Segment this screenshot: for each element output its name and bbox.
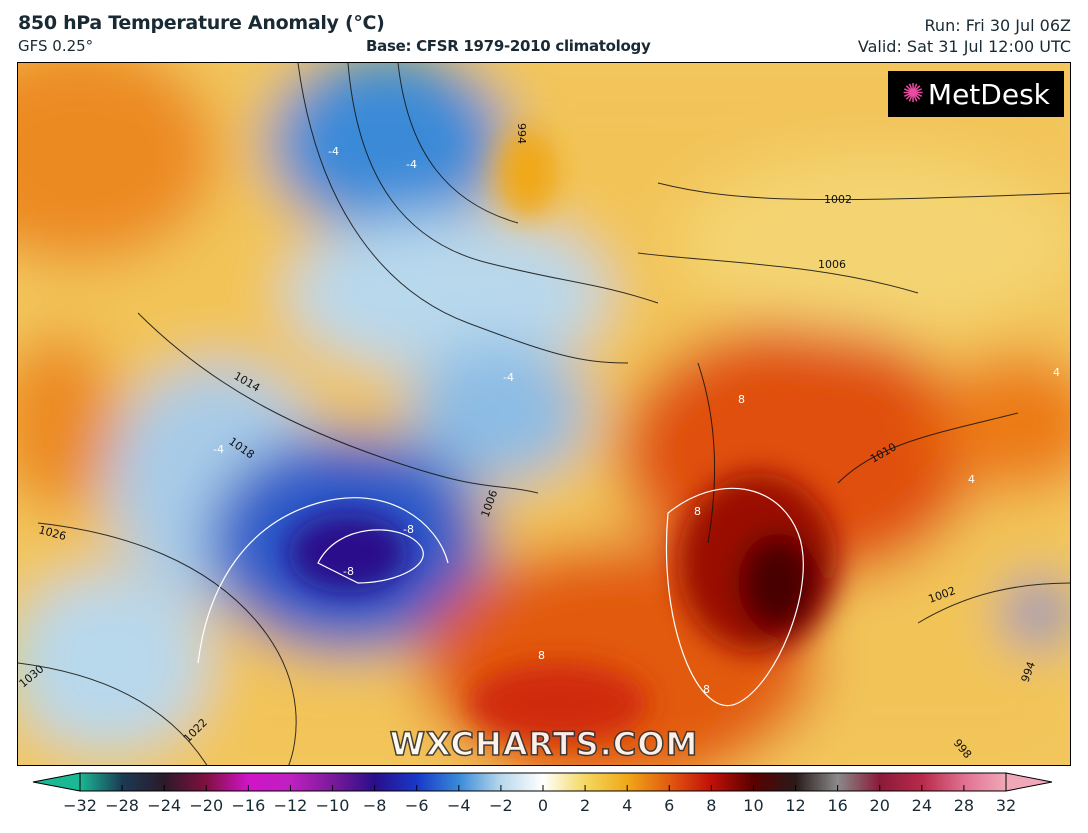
run-time-label: Run: Fri 30 Jul 06Z — [924, 16, 1071, 35]
colorbar-tick-label: 6 — [664, 796, 675, 815]
colorbar-tick-label: −32 — [63, 796, 97, 815]
colorbar-tick-label: 32 — [995, 796, 1017, 815]
colorbar-max-arrow — [1005, 772, 1053, 792]
anomaly-label: 8 — [738, 393, 745, 406]
metdesk-star-icon: ✺ — [902, 79, 924, 109]
anomaly-label: -4 — [503, 371, 514, 384]
anomaly-label: -4 — [213, 443, 224, 456]
anomaly-label: -8 — [343, 565, 354, 578]
colorbar-tick-label: −20 — [189, 796, 224, 815]
colorbar-tick-label: 12 — [785, 796, 806, 815]
model-label: GFS 0.25° — [18, 37, 94, 55]
colorbar-tick-label: −24 — [147, 796, 182, 815]
colorbar-tick-label: 8 — [706, 796, 717, 815]
anomaly-map: 1002 1006 1014 1018 1026 1030 1022 994 1… — [17, 62, 1071, 766]
anomaly-label: -4 — [406, 158, 417, 171]
chart-title: 850 hPa Temperature Anomaly (°C) — [18, 12, 385, 34]
colorbar — [32, 772, 1053, 792]
colorbar-tick-label: −16 — [231, 796, 266, 815]
colorbar-tick-label: −6 — [404, 796, 429, 815]
climatology-base-label: Base: CFSR 1979-2010 climatology — [366, 37, 651, 55]
isobar-lines — [18, 63, 1070, 765]
anomaly-label: 4 — [1053, 366, 1060, 379]
colorbar-min-arrow — [32, 772, 81, 792]
anomaly-label: 8 — [538, 649, 545, 662]
colorbar-tick-label: −28 — [105, 796, 139, 815]
anomaly-label: -4 — [328, 145, 339, 158]
anomaly-field: 1002 1006 1014 1018 1026 1030 1022 994 1… — [18, 63, 1070, 765]
metdesk-logo: ✺ MetDesk — [888, 71, 1064, 117]
colorbar-tick-label: 28 — [953, 796, 975, 815]
anomaly-label: 4 — [968, 473, 975, 486]
colorbar-tick-label: 2 — [579, 796, 591, 815]
anomaly-label: -8 — [403, 523, 414, 536]
colorbar-tick-label: −10 — [315, 796, 350, 815]
colorbar-tick-label: 20 — [869, 796, 890, 815]
anomaly-contours — [197, 487, 804, 706]
colorbar-tick-label: 16 — [827, 796, 848, 815]
colorbar-tick-label: 4 — [622, 796, 633, 815]
logo-text: MetDesk — [927, 77, 1050, 111]
colorbar-tick-label: 24 — [911, 796, 932, 815]
anomaly-label: 8 — [694, 505, 701, 518]
valid-time-label: Valid: Sat 31 Jul 12:00 UTC — [857, 37, 1071, 56]
anomaly-label: 8 — [703, 683, 710, 696]
isobar-label: 994 — [515, 123, 528, 144]
colorbar-tick-label: 10 — [743, 796, 764, 815]
colorbar-tick-labels: −32 −28 −24 −20 −16 −12 −10 −8 −6 −4 −2 0 2 4 6 8 10 12 16… — [0, 796, 1088, 820]
colorbar-tick-label: −4 — [447, 796, 471, 815]
colorbar-tick-label: −12 — [273, 796, 308, 815]
watermark: WXCHARTS.COM — [389, 724, 699, 764]
isobar-label: 1002 — [824, 193, 852, 206]
colorbar-tick-label: −2 — [489, 796, 513, 815]
colorbar-tick-label: −8 — [362, 796, 387, 815]
colorbar-tick-label: 0 — [537, 796, 549, 815]
isobar-label: 1006 — [818, 258, 846, 271]
